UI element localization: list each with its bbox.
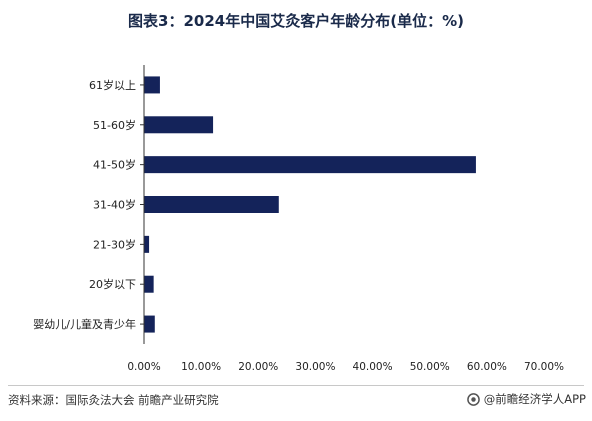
category-label: 41-50岁: [93, 158, 136, 172]
x-tick-label: 20.00%: [238, 361, 278, 373]
category-label: 婴幼儿/儿童及青少年: [33, 317, 136, 331]
x-tick-label: 10.00%: [181, 361, 221, 373]
x-tick-label: 40.00%: [353, 361, 393, 373]
category-label: 51-60岁: [93, 118, 136, 132]
x-tick-label: 0.00%: [127, 361, 160, 373]
bar: [144, 275, 154, 293]
brand-icon: [466, 392, 480, 406]
bar: [144, 315, 155, 333]
x-tick-label: 30.00%: [295, 361, 335, 373]
bar: [144, 196, 279, 213]
source-note: 资料来源：国际灸法大会 前瞻产业研究院: [8, 393, 219, 407]
brand-label: @前瞻经济学人APP: [466, 391, 586, 407]
bar-chart: 61岁以上 51-60岁 41-50岁 31-40岁 21-30岁 20岁以下婴幼儿/儿童…: [33, 65, 564, 373]
x-tick-label: 60.00%: [467, 361, 507, 373]
bar: [144, 76, 160, 94]
bar: [144, 116, 214, 134]
category-label: 21-30岁: [93, 237, 136, 251]
bar: [144, 156, 476, 174]
chart-title: 图表3：2024年中国艾灸客户年龄分布(单位：%): [128, 12, 464, 30]
category-label: 61岁以上: [89, 78, 136, 92]
footer-divider: [8, 385, 584, 386]
x-tick-label: 50.00%: [410, 361, 450, 373]
x-tick-label: 70.00%: [524, 361, 564, 373]
category-label: 31-40岁: [93, 198, 136, 212]
category-label: 20岁以下: [89, 277, 136, 291]
bar: [144, 235, 150, 253]
brand-text: @前瞻经济学人APP: [483, 392, 586, 406]
